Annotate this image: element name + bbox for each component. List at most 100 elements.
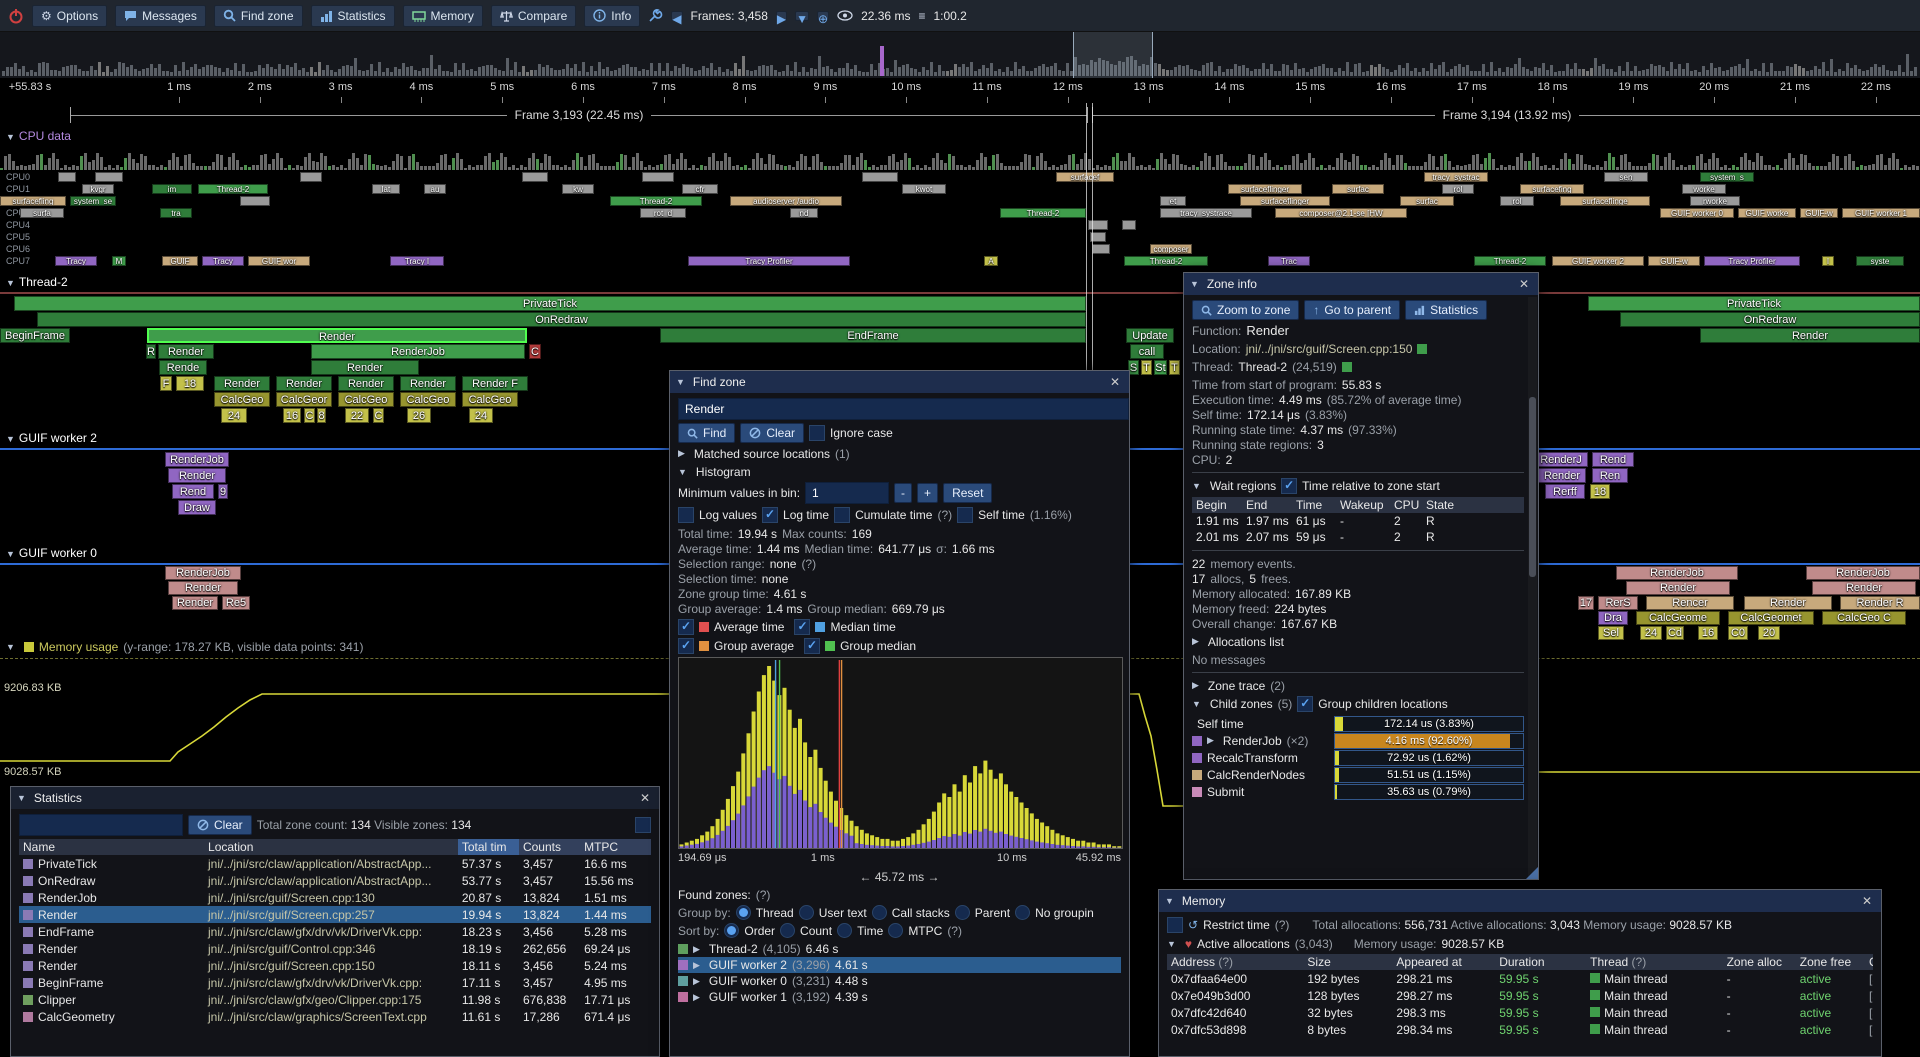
timeline-zone[interactable]: Ren <box>1592 468 1628 483</box>
cpu-zone[interactable]: kvgr <box>82 184 114 194</box>
column-header[interactable]: Total tim <box>457 839 519 855</box>
thread-header[interactable]: ▼ GUIF worker 0 <box>6 546 97 560</box>
cpu-zone[interactable]: composer@2.1-se [HW <box>1275 208 1407 218</box>
cpu-zone[interactable]: sen <box>1604 172 1648 182</box>
timeline-zone[interactable]: C <box>304 408 315 423</box>
allocations-list-section[interactable]: ▶ Allocations list <box>1192 634 1284 649</box>
close-icon[interactable]: ✕ <box>1518 277 1530 291</box>
sort-by-radio[interactable] <box>724 923 740 938</box>
table-row[interactable]: OnRedraw jni/../jni/src/claw/application/… <box>19 872 651 889</box>
cpu-zone[interactable]: surfaceflinger <box>1228 184 1302 194</box>
timeline-zone[interactable]: Cd <box>1666 626 1684 640</box>
cpu-zone[interactable]: Tracy I <box>390 256 444 266</box>
cpu-zone[interactable] <box>95 172 123 182</box>
timeline-zone[interactable]: Render <box>1744 596 1832 610</box>
frame-minimap[interactable] <box>0 32 1920 78</box>
timeline-zone[interactable]: PrivateTick <box>1588 296 1920 311</box>
column-header[interactable]: Call stack <box>1865 954 1873 970</box>
column-header[interactable]: Thread (?) <box>1590 955 1647 969</box>
find-zone-histogram[interactable] <box>678 657 1123 849</box>
cpu-zone[interactable] <box>1122 220 1136 230</box>
column-header[interactable]: Duration <box>1499 955 1545 969</box>
messages-button[interactable]: Messages <box>115 4 206 27</box>
cpu-zone[interactable]: Thread-2 <box>1124 256 1208 266</box>
cpu-zone[interactable]: surfac <box>1332 184 1384 194</box>
cpu-zone[interactable] <box>240 196 270 206</box>
active-allocations-section[interactable]: ▼ ♥ Active allocations (3,043) Memory us… <box>1167 936 1505 951</box>
allocation-row[interactable]: 0x7e049b3d00 128 bytes 298.27 ms 59.95 s Mai… <box>1171 988 1873 1003</box>
timeline-zone[interactable]: RenderJob <box>1806 566 1920 580</box>
thread-header[interactable]: ▼ GUIF worker 2 <box>6 431 97 445</box>
timeline-zone[interactable]: Dra <box>1598 611 1628 625</box>
legend-checkbox[interactable] <box>794 618 811 635</box>
scrollbar[interactable] <box>1528 297 1537 877</box>
child-zone-row[interactable]: ▶ RenderJob (×2) 4.16 ms (92.60%) <box>1192 732 1524 749</box>
cpu-zone[interactable]: tra <box>160 208 192 218</box>
close-icon[interactable]: ✕ <box>639 791 651 805</box>
cpu-zone[interactable]: Tracy <box>55 256 97 266</box>
cpu-zone[interactable]: im <box>152 184 192 194</box>
child-zone-row[interactable]: CalcRenderNodes 51.51 us (1.15%) <box>1192 766 1524 783</box>
table-row[interactable]: EndFrame jni/../jni/src/claw/gfx/drv/vk/D… <box>19 923 651 940</box>
timeline-zone[interactable]: Render <box>400 376 456 391</box>
timeline-zone[interactable]: call <box>1130 344 1164 359</box>
column-header[interactable]: Counts <box>518 839 581 855</box>
find-zone-search-input[interactable] <box>678 398 1129 420</box>
cpu-zone[interactable]: cfr <box>682 184 718 194</box>
cpu-zone[interactable]: composer <box>1150 244 1192 254</box>
timeline-zone[interactable]: T <box>1169 360 1180 375</box>
cpu-zone[interactable]: Thread-2 <box>1000 208 1086 218</box>
cpu-zone[interactable] <box>1092 244 1110 254</box>
sort-by-radio[interactable] <box>780 923 796 938</box>
clear-button[interactable]: Clear <box>740 423 805 443</box>
cpu-zone[interactable]: M <box>112 256 126 266</box>
frame-span[interactable]: Frame 3,194 (13.92 ms) <box>1092 107 1920 123</box>
timeline-zone[interactable]: Render <box>147 328 527 343</box>
cpu-zone[interactable]: GUIF worker 0 <box>1660 208 1734 218</box>
timeline-zone[interactable]: 16 <box>1698 626 1718 640</box>
ignore-case-checkbox[interactable] <box>809 425 826 441</box>
cpu-zone[interactable] <box>1088 220 1108 230</box>
column-header[interactable]: State <box>1426 498 1455 512</box>
timeline-zone[interactable]: Update <box>1126 328 1174 343</box>
timeline-zone[interactable]: CalcGeor <box>276 392 332 407</box>
zone-info-titlebar[interactable]: ▼ Zone info ✕ <box>1184 273 1538 295</box>
timeline-zone[interactable]: Rend <box>172 484 214 499</box>
column-header[interactable]: Zone alloc <box>1726 955 1782 969</box>
cpu-zone[interactable]: system_se <box>70 196 116 206</box>
timeline-zone[interactable]: 26 <box>407 408 431 423</box>
column-header[interactable]: Appeared at <box>1396 955 1462 969</box>
timeline-zone[interactable]: 18 <box>1590 484 1610 499</box>
group-by-radio[interactable] <box>871 905 887 920</box>
wait-regions-section[interactable]: ▼Wait regionsTime relative to zone start <box>1192 477 1524 494</box>
child-zone-row[interactable]: RecalcTransform 72.92 us (1.62%) <box>1192 749 1524 766</box>
timeline-zone[interactable]: 24 <box>1640 626 1662 640</box>
timeline-zone[interactable]: Render <box>214 376 270 391</box>
cpu-zone[interactable]: rol <box>1442 184 1474 194</box>
sort-by-radio[interactable] <box>888 923 904 938</box>
cpu-zone[interactable]: Thread-2 <box>610 196 702 206</box>
cpu-zone[interactable]: GUIF wor <box>248 256 310 266</box>
timeline-zone[interactable]: S <box>1128 360 1139 375</box>
cpu-zone[interactable]: GUIF <box>162 256 198 266</box>
cpu-zone[interactable]: GUIF worke <box>1738 208 1796 218</box>
cpu-zone[interactable]: rol <box>1500 196 1534 206</box>
cpu-zone[interactable]: et <box>1160 196 1186 206</box>
column-header[interactable]: MTPC <box>580 839 652 855</box>
child-zones-section[interactable]: ▼Child zones(5)Group children locations <box>1192 695 1524 712</box>
timeline-zone[interactable]: OnRedraw <box>1620 312 1920 327</box>
cpu-zone[interactable]: surfacefling <box>0 196 66 206</box>
group-by-radio[interactable] <box>954 905 970 920</box>
timeline-zone[interactable]: Re5 <box>222 596 250 610</box>
column-header[interactable]: End <box>1246 498 1268 512</box>
cpu-zone[interactable]: Thread-2 <box>1474 256 1546 266</box>
group-by-radio[interactable] <box>735 905 751 920</box>
sort-by-radio[interactable] <box>837 923 853 938</box>
cpu-zone[interactable] <box>300 172 322 182</box>
min-bin-input[interactable] <box>805 482 890 504</box>
cpu-zone[interactable]: kw <box>562 184 594 194</box>
legend-checkbox[interactable] <box>678 618 694 635</box>
cpu-zone[interactable]: surfac <box>1400 196 1454 206</box>
memory-button[interactable]: Memory <box>402 4 483 27</box>
zone-trace-section[interactable]: ▶ Zone trace (2) <box>1192 678 1285 693</box>
